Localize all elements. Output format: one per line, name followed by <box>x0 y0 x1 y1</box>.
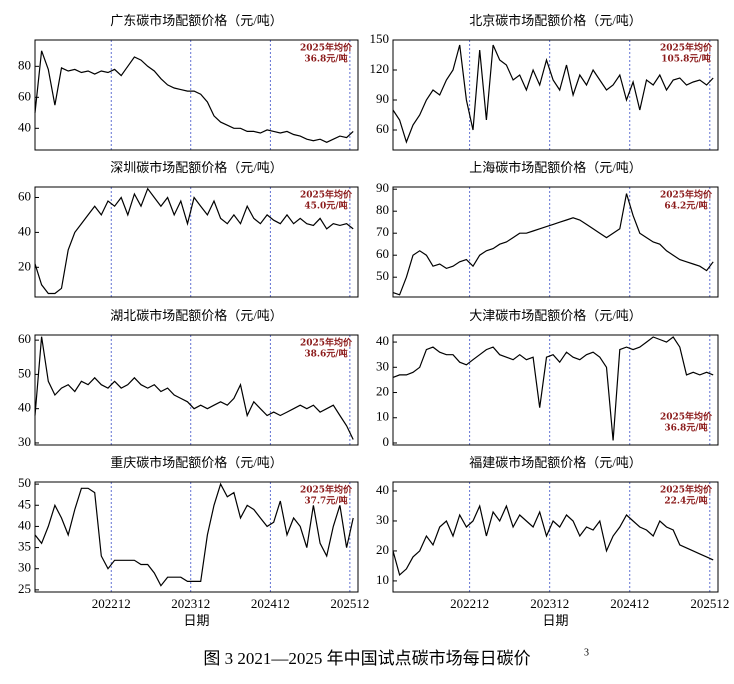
price-line <box>34 482 354 587</box>
plot-frame <box>34 39 359 151</box>
annotation: 2025年均价 <box>300 484 353 496</box>
price-line <box>34 50 354 143</box>
y-tick-label: 10 <box>376 572 389 587</box>
annotation: 36.8元/吨 <box>304 53 347 65</box>
y-tick-label: 90 <box>376 91 389 106</box>
caption: 图 3 2021—2025 年中国试点碳市场每日碳价 <box>203 649 530 668</box>
panel-title: 大津碳市场配额价格（元/吨） <box>469 308 642 323</box>
y-tick-label: 40 <box>18 119 31 134</box>
panel-title: 北京碳市场配额价格（元/吨） <box>469 13 642 28</box>
x-tick-label: 202312 <box>171 596 210 611</box>
price-line <box>34 336 354 440</box>
panel-title: 上海碳市场配额价格（元/吨） <box>469 160 642 175</box>
y-tick-label: 20 <box>376 542 389 557</box>
plot-frame <box>392 334 719 446</box>
y-tick-label: 120 <box>370 61 390 76</box>
annotation: 22.4元/吨 <box>664 495 707 507</box>
price-line <box>392 504 714 576</box>
y-tick-label: 80 <box>18 57 31 72</box>
y-tick-label: 0 <box>383 434 390 449</box>
y-tick-label: 150 <box>370 31 390 46</box>
annotation: 2025年均价 <box>660 484 713 496</box>
annotation: 2025年均价 <box>660 42 713 54</box>
x-tick-label: 202512 <box>330 596 369 611</box>
x-tick-label: 202512 <box>690 596 729 611</box>
y-tick-label: 60 <box>18 88 31 103</box>
y-tick-label: 90 <box>376 180 389 195</box>
x-axis-label: 日期 <box>183 613 209 628</box>
plot-frame <box>392 481 719 593</box>
x-tick-label: 202412 <box>610 596 649 611</box>
price-line <box>392 44 714 144</box>
y-tick-label: 25 <box>18 581 31 596</box>
y-tick-label: 80 <box>376 202 389 217</box>
panel-title: 深圳碳市场配额价格（元/吨） <box>110 160 283 175</box>
caption-note: 3 <box>584 647 589 658</box>
y-tick-label: 30 <box>376 358 389 373</box>
y-tick-label: 40 <box>376 482 389 497</box>
price-line <box>392 193 714 296</box>
y-tick-label: 50 <box>18 365 31 380</box>
y-tick-label: 50 <box>376 268 389 283</box>
plot-frame <box>392 186 719 298</box>
y-tick-label: 60 <box>18 188 31 203</box>
annotation: 36.8元/吨 <box>664 422 707 434</box>
x-tick-label: 202212 <box>450 596 489 611</box>
panel-title: 福建碳市场配额价格（元/吨） <box>469 455 642 470</box>
price-line <box>34 187 354 295</box>
y-tick-label: 60 <box>376 121 389 136</box>
panel-title: 湖北碳市场配额价格（元/吨） <box>110 308 283 323</box>
y-tick-label: 30 <box>376 512 389 527</box>
annotation: 2025年均价 <box>300 42 353 54</box>
y-tick-label: 10 <box>376 409 389 424</box>
y-tick-label: 70 <box>376 224 389 239</box>
panel-title: 广东碳市场配额价格（元/吨） <box>110 13 283 28</box>
annotation: 2025年均价 <box>660 411 713 423</box>
y-tick-label: 30 <box>18 560 31 575</box>
annotation: 38.6元/吨 <box>304 348 347 360</box>
annotation: 37.7元/吨 <box>304 495 347 507</box>
y-tick-label: 40 <box>376 333 389 348</box>
plot-frame <box>34 481 359 593</box>
y-tick-label: 40 <box>18 517 31 532</box>
y-tick-label: 35 <box>18 539 31 554</box>
x-axis-label: 日期 <box>542 613 568 628</box>
plot-frame <box>34 186 359 298</box>
annotation: 2025年均价 <box>300 189 353 201</box>
x-tick-label: 202212 <box>92 596 131 611</box>
y-tick-label: 40 <box>18 223 31 238</box>
y-tick-label: 40 <box>18 400 31 415</box>
plot-frame <box>392 39 719 151</box>
plot-frame <box>34 334 359 446</box>
y-tick-label: 50 <box>18 475 31 490</box>
annotation: 2025年均价 <box>660 189 713 201</box>
y-tick-label: 45 <box>18 496 31 511</box>
annotation: 64.2元/吨 <box>664 200 707 212</box>
price-line <box>392 336 714 441</box>
annotation: 105.8元/吨 <box>661 53 710 65</box>
panel-title: 重庆碳市场配额价格（元/吨） <box>110 455 283 470</box>
y-tick-label: 20 <box>376 384 389 399</box>
annotation: 45.0元/吨 <box>304 200 347 212</box>
y-tick-label: 60 <box>18 331 31 346</box>
y-tick-label: 20 <box>18 258 31 273</box>
x-tick-label: 202412 <box>251 596 290 611</box>
x-tick-label: 202312 <box>530 596 569 611</box>
annotation: 2025年均价 <box>300 337 353 349</box>
y-tick-label: 30 <box>18 434 31 449</box>
y-tick-label: 60 <box>376 246 389 261</box>
